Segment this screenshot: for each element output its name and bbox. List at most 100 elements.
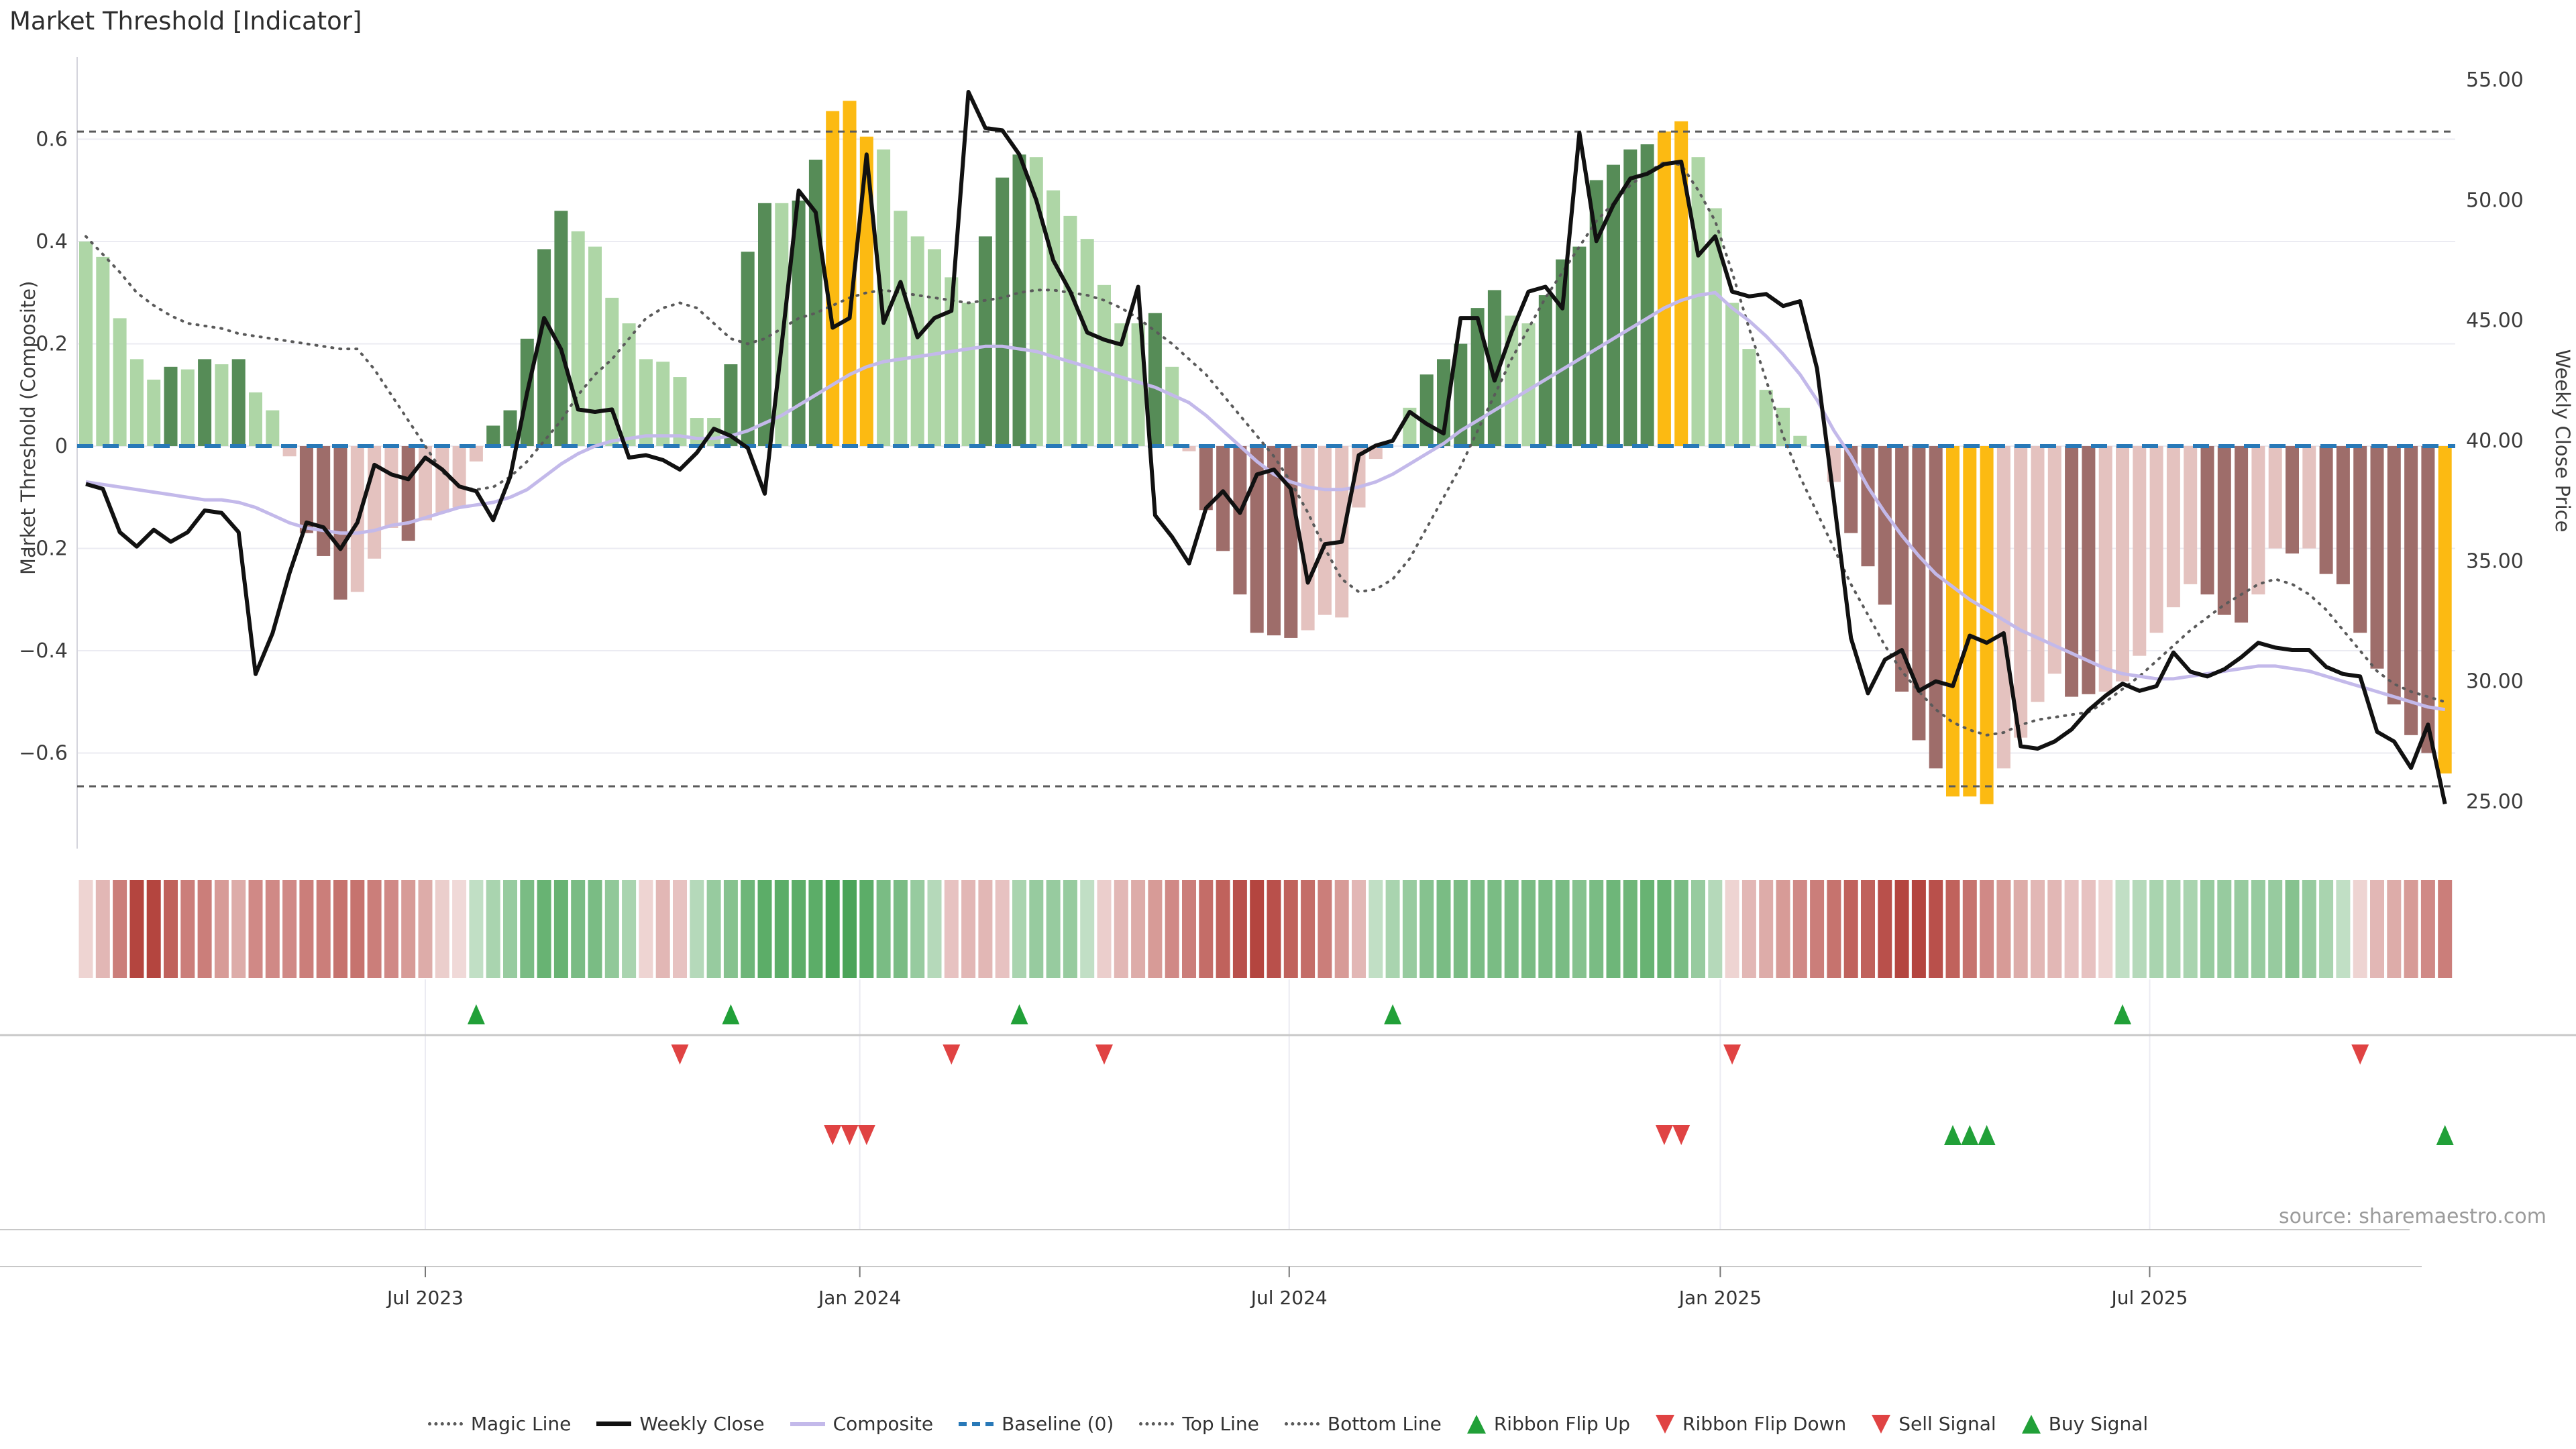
threshold-bar <box>639 359 653 446</box>
threshold-bar <box>1233 446 1247 595</box>
threshold-bar <box>1216 446 1230 551</box>
legend-item-ribbon-flip-down[interactable]: Ribbon Flip Down <box>1656 1413 1846 1435</box>
threshold-bar <box>537 249 551 446</box>
ribbon-cell <box>927 880 942 978</box>
ribbon-cell <box>299 880 314 978</box>
ribbon-cell <box>2370 880 2384 978</box>
right-axis-tick-label: 50.00 <box>2466 189 2524 212</box>
threshold-bar <box>1996 446 2010 769</box>
line-purple-swatch-icon <box>790 1421 825 1426</box>
legend-item-buy-signal[interactable]: Buy Signal <box>2021 1413 2148 1435</box>
ribbon-cell <box>2420 880 2435 978</box>
right-axis-tick-label: 55.00 <box>2466 68 2524 92</box>
ribbon-cell <box>231 880 246 978</box>
threshold-bar <box>1878 446 1892 605</box>
threshold-bar <box>2098 446 2112 692</box>
left-axis-tick-label: 0 <box>55 435 68 458</box>
threshold-bar <box>1165 366 1179 446</box>
threshold-bar <box>690 418 704 446</box>
threshold-bar <box>79 241 93 446</box>
legend-item-ribbon-flip-up[interactable]: Ribbon Flip Up <box>1466 1413 1630 1435</box>
threshold-bar <box>910 236 924 446</box>
threshold-bar <box>2184 446 2198 584</box>
ribbon-cell <box>1878 880 1892 978</box>
ribbon-cell <box>843 880 857 978</box>
ribbon-cell <box>1945 880 1960 978</box>
threshold-bar <box>1623 149 1638 446</box>
threshold-bar <box>2235 446 2249 623</box>
legend-item-top-line[interactable]: Top Line <box>1139 1413 1259 1435</box>
ribbon-cell <box>859 880 874 978</box>
ribbon-cell <box>537 880 551 978</box>
threshold-bar <box>1556 259 1570 446</box>
source-attribution: source: sharemaestro.com <box>2279 1205 2546 1228</box>
ribbon-cell <box>1114 880 1128 978</box>
legend-item-sell-signal[interactable]: Sell Signal <box>1872 1413 1996 1435</box>
threshold-bar <box>2268 446 2282 549</box>
ribbon-cell <box>1216 880 1230 978</box>
ribbon-cell <box>2098 880 2113 978</box>
threshold-bar <box>384 446 398 528</box>
ribbon-flip-down-icon <box>671 1044 689 1065</box>
ribbon-cell <box>1232 880 1247 978</box>
legend-item-magic-line[interactable]: Magic Line <box>427 1413 571 1435</box>
ribbon-cell <box>2285 880 2300 978</box>
ribbon-cell <box>1283 880 1298 978</box>
ribbon-flip-up-icon <box>467 1004 485 1024</box>
ribbon-cell <box>1453 880 1468 978</box>
ribbon-cell <box>1402 880 1417 978</box>
ribbon-cell <box>2115 880 2130 978</box>
ribbon-cell <box>1589 880 1604 978</box>
threshold-bar <box>469 446 483 462</box>
ribbon-cell <box>978 880 993 978</box>
legend-item-baseline-0-[interactable]: Baseline (0) <box>959 1413 1114 1435</box>
threshold-bar <box>1250 446 1264 633</box>
buy-signal-icon <box>1944 1125 1962 1145</box>
threshold-bar <box>2031 446 2045 702</box>
threshold-bar <box>1199 446 1213 511</box>
buy-signal-icon <box>2436 1125 2454 1145</box>
ribbon-cell <box>604 880 619 978</box>
sell-signal-icon <box>841 1125 859 1145</box>
ribbon-cell <box>2064 880 2079 978</box>
legend-label: Top Line <box>1182 1413 1259 1435</box>
ribbon-cell <box>995 880 1010 978</box>
ribbon-cell <box>418 880 433 978</box>
threshold-bar <box>164 366 178 446</box>
legend-label: Sell Signal <box>1898 1413 1996 1435</box>
ribbon-cell <box>741 880 755 978</box>
ribbon-cell <box>316 880 331 978</box>
ribbon-cell <box>1046 880 1061 978</box>
legend-label: Ribbon Flip Up <box>1493 1413 1630 1435</box>
threshold-bar <box>1776 407 1790 446</box>
threshold-bar <box>2047 446 2061 674</box>
legend-item-weekly-close[interactable]: Weekly Close <box>596 1413 765 1435</box>
threshold-bar <box>554 211 568 446</box>
ribbon-flip-down-icon <box>1723 1044 1741 1065</box>
ribbon-cell <box>1165 880 1179 978</box>
threshold-bar <box>2286 446 2299 554</box>
threshold-bar <box>452 446 466 508</box>
threshold-bar <box>928 249 941 446</box>
ribbon-flip-down-icon <box>943 1044 961 1065</box>
threshold-bar <box>996 177 1010 446</box>
threshold-bar <box>826 111 840 446</box>
ribbon-cell <box>401 880 416 978</box>
ribbon-cell <box>1759 880 1774 978</box>
sell-signal-icon <box>1655 1125 1673 1145</box>
legend-item-bottom-line[interactable]: Bottom Line <box>1284 1413 1442 1435</box>
threshold-bar <box>1148 313 1162 446</box>
threshold-bar <box>1742 349 1756 446</box>
ribbon-cell <box>1861 880 1875 978</box>
ribbon-cell <box>2404 880 2418 978</box>
threshold-bar <box>401 446 415 541</box>
threshold-bar <box>843 101 857 446</box>
ribbon-cell <box>1827 880 1841 978</box>
legend-label: Weekly Close <box>639 1413 765 1435</box>
legend-item-composite[interactable]: Composite <box>790 1413 933 1435</box>
ribbon-cell <box>2217 880 2232 978</box>
threshold-bar <box>945 277 959 446</box>
ribbon-cell <box>1657 880 1672 978</box>
x-axis-tick-label: Jul 2025 <box>2110 1287 2188 1309</box>
